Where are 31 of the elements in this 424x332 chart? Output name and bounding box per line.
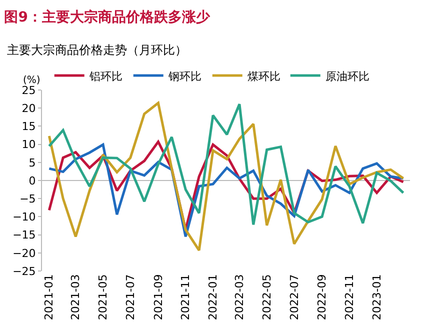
- x-tick-label: 2022-05: [260, 274, 274, 320]
- legend-label: 原油环比: [325, 70, 370, 83]
- x-tick-label: 2021-07: [124, 274, 137, 320]
- y-axis-title: (%): [23, 75, 40, 86]
- y-tick-label: −5: [20, 192, 36, 206]
- x-tick-label: 2022-07: [288, 274, 301, 320]
- chart-title: 图9：主要大宗商品价格跌多涨少: [4, 8, 211, 26]
- y-tick-label: −15: [12, 228, 36, 242]
- x-tick-label: 2021-11: [179, 274, 192, 320]
- y-tick-label: −20: [12, 246, 36, 260]
- legend-label: 铝环比: [88, 70, 122, 83]
- x-tick-label: 2021-01: [42, 274, 56, 320]
- y-tick-label: 15: [22, 120, 36, 134]
- x-tick-label: 2022-03: [233, 274, 246, 320]
- y-tick-label: 0: [28, 174, 36, 188]
- x-tick-label: 2022-11: [342, 274, 356, 320]
- y-tick-label: 20: [22, 102, 36, 115]
- x-tick-label: 2022-09: [316, 274, 329, 320]
- legend-label: 煤环比: [247, 70, 280, 83]
- x-tick-label: 2021-03: [69, 274, 82, 320]
- y-tick-label: −10: [12, 210, 36, 224]
- x-tick-label: 2021-09: [152, 274, 165, 320]
- y-tick-label: −25: [12, 264, 36, 278]
- y-tick-label: 5: [28, 156, 36, 170]
- x-tick-label: 2021-05: [96, 274, 110, 320]
- chart-subtitle: 主要大宗商品价格走势（月环比）: [7, 43, 187, 57]
- x-tick-label: 2022-01: [206, 274, 220, 320]
- y-tick-label: 25: [22, 84, 36, 97]
- legend-label: 钢环比: [167, 70, 202, 83]
- x-tick-label: 2023-01: [370, 274, 384, 320]
- y-tick-label: 10: [22, 138, 36, 152]
